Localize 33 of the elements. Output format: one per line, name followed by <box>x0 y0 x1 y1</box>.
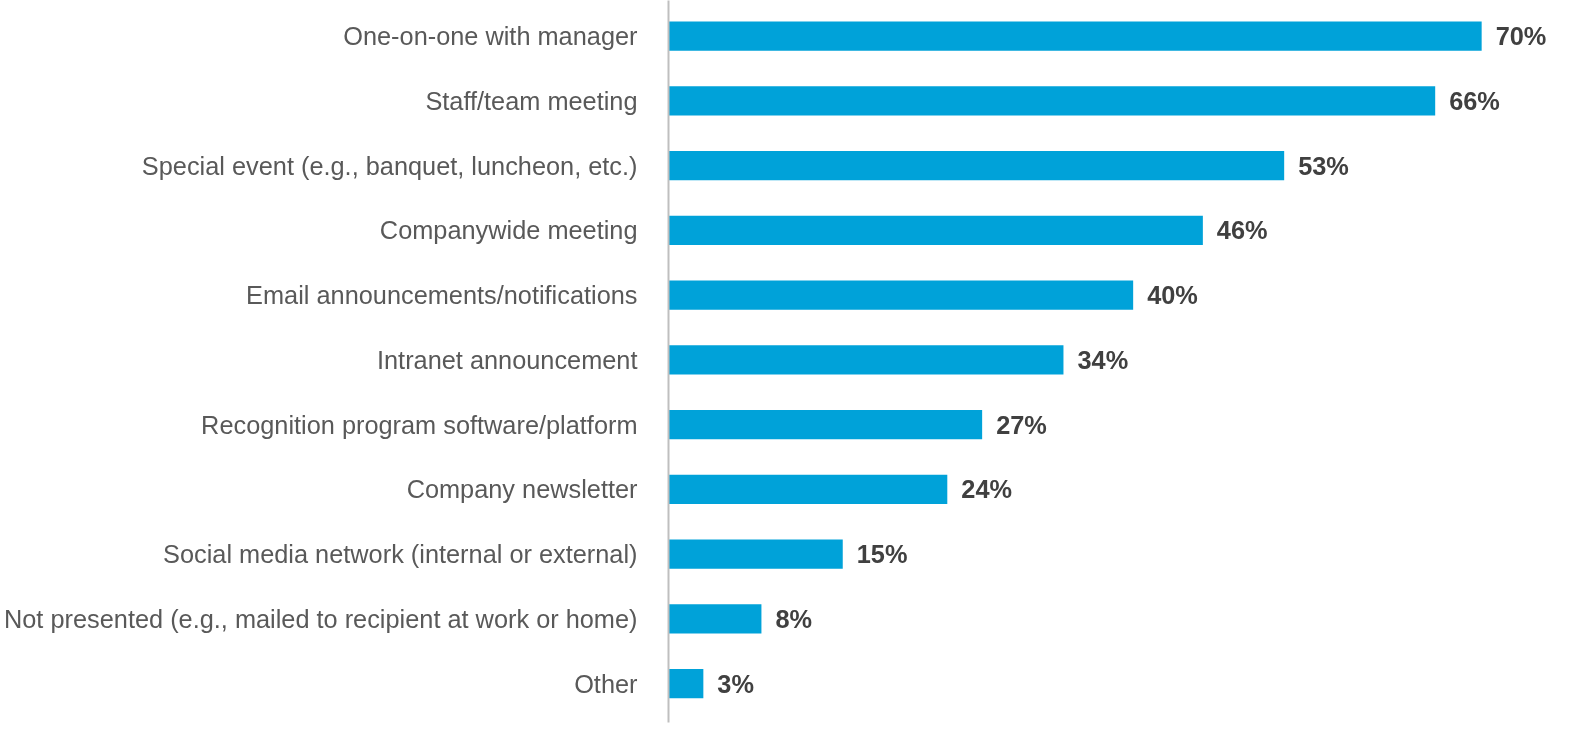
bar <box>668 86 1436 116</box>
bar <box>668 21 1482 51</box>
bar <box>668 410 983 440</box>
bar <box>668 280 1134 310</box>
data-label: 3% <box>717 669 754 698</box>
y-tick-label: Special event (e.g., banquet, luncheon, etc.) <box>141 151 638 180</box>
data-label: 15% <box>856 540 908 569</box>
data-label: 70% <box>1495 22 1547 51</box>
data-label: 34% <box>1077 345 1129 374</box>
y-tick-label: One-on-one with manager <box>343 22 639 51</box>
y-tick-label: Not presented (e.g., mailed to recipient at work or home) <box>4 604 638 633</box>
bar <box>668 151 1285 181</box>
y-tick-label: Companywide meeting <box>379 216 638 245</box>
y-tick-label: Intranet announcement <box>377 345 638 374</box>
bar <box>668 539 843 569</box>
bar <box>668 474 948 504</box>
data-label: 53% <box>1298 151 1349 180</box>
y-tick-label: Social media network (internal or external) <box>163 540 638 569</box>
y-tick-label: Other <box>574 669 639 698</box>
data-label: 24% <box>961 475 1012 504</box>
data-label: 8% <box>775 604 813 633</box>
y-tick-label: Recognition program software/platform <box>201 410 638 439</box>
bar <box>668 669 704 699</box>
bar <box>668 215 1203 245</box>
bar <box>668 604 762 634</box>
data-label: 27% <box>996 410 1047 439</box>
y-tick-label: Email announcements/notifications <box>246 281 638 310</box>
data-label: 46% <box>1216 216 1268 245</box>
data-label: 66% <box>1449 86 1500 115</box>
data-label: 40% <box>1147 281 1198 310</box>
y-tick-label: Staff/team meeting <box>425 86 638 115</box>
bar <box>668 345 1064 375</box>
y-tick-label: Company newsletter <box>406 475 639 504</box>
